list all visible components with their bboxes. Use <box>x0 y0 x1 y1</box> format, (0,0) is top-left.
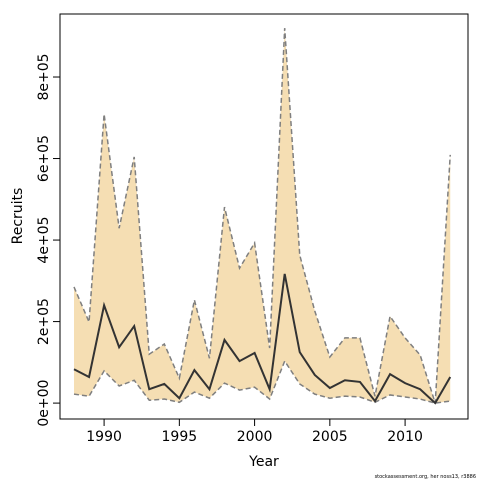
x-tick-label: 2005 <box>312 429 348 445</box>
confidence-band <box>73 28 451 404</box>
y-tick-label: 4e+05 <box>36 217 52 264</box>
x-tick-label: 2010 <box>387 429 423 445</box>
footnote: stockassessment.org, her noss13, r3886 <box>375 474 476 480</box>
y-tick-label: 6e+05 <box>36 135 52 182</box>
x-tick-label: 1995 <box>162 429 198 445</box>
y-tick-label: 8e+05 <box>36 53 52 100</box>
y-tick-label: 0e+00 <box>36 380 52 427</box>
y-tick-label: 2e+05 <box>36 298 52 345</box>
lower-bound <box>73 359 451 404</box>
estimate-line <box>73 273 452 405</box>
plot-frame <box>59 13 469 420</box>
upper-bound <box>73 28 451 404</box>
x-tick-label: 2000 <box>237 429 273 445</box>
y-axis-label: Recruits <box>10 188 26 245</box>
x-axis-label: Year <box>248 454 279 470</box>
x-tick-label: 1990 <box>86 429 122 445</box>
